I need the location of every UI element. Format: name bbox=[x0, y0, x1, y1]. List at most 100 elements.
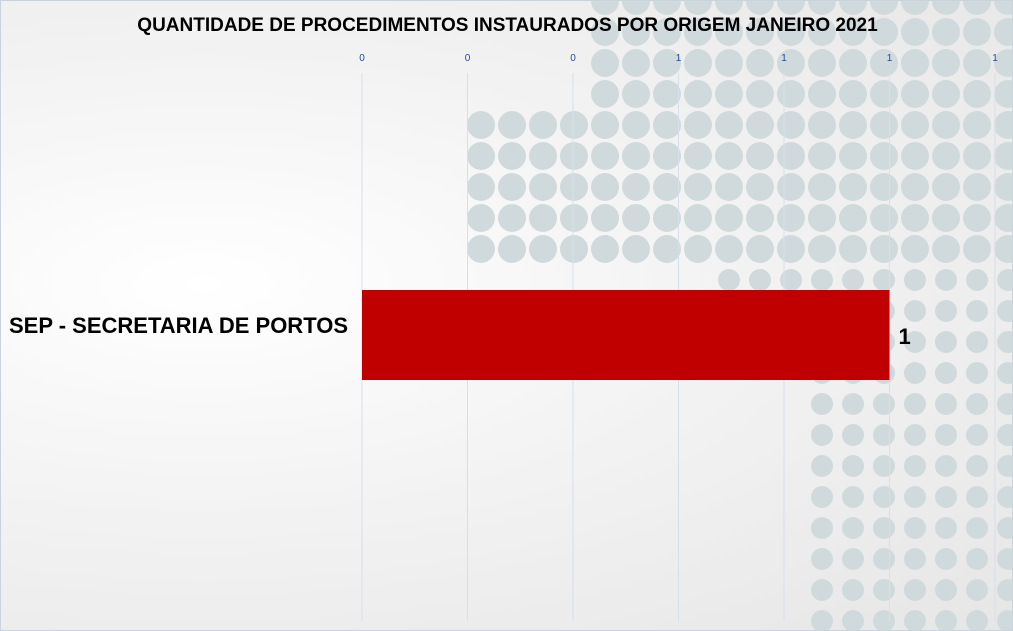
decor-dot bbox=[966, 579, 988, 601]
decor-dot bbox=[966, 424, 988, 446]
decor-dot bbox=[901, 142, 929, 170]
data-label: 1 bbox=[899, 324, 911, 349]
decor-dot bbox=[811, 579, 833, 601]
decor-dot bbox=[901, 1, 929, 15]
decor-dot bbox=[653, 142, 681, 170]
decor-dot bbox=[591, 142, 619, 170]
decor-dot bbox=[870, 204, 898, 232]
decor-dot bbox=[935, 362, 957, 384]
decor-dot bbox=[963, 80, 991, 108]
decor-dot bbox=[591, 173, 619, 201]
decor-dot bbox=[467, 111, 495, 139]
decor-dot bbox=[966, 269, 988, 291]
decor-dot bbox=[653, 204, 681, 232]
decor-dot bbox=[746, 80, 774, 108]
decor-dot bbox=[622, 18, 650, 46]
decor-dot bbox=[715, 111, 743, 139]
decor-dot bbox=[932, 1, 960, 15]
decor-dot bbox=[842, 610, 864, 630]
decor-dot bbox=[870, 18, 898, 46]
decor-dot bbox=[684, 49, 712, 77]
decor-dot bbox=[591, 80, 619, 108]
decor-dot bbox=[935, 610, 957, 630]
decor-dot bbox=[842, 486, 864, 508]
decor-dot bbox=[935, 548, 957, 570]
decor-dot bbox=[842, 393, 864, 415]
decor-dot bbox=[808, 142, 836, 170]
decor-dot bbox=[560, 142, 588, 170]
decor-dot bbox=[870, 235, 898, 263]
decor-dot bbox=[498, 204, 526, 232]
decor-dot bbox=[653, 80, 681, 108]
decor-dot bbox=[811, 610, 833, 630]
decor-dot bbox=[966, 610, 988, 630]
decor-dot bbox=[467, 235, 495, 263]
decor-dot bbox=[994, 204, 1012, 232]
decor-dot bbox=[994, 80, 1012, 108]
decor-dot bbox=[653, 235, 681, 263]
decor-dot bbox=[715, 18, 743, 46]
decor-dot bbox=[963, 111, 991, 139]
decor-dot bbox=[808, 49, 836, 77]
decor-dot bbox=[746, 49, 774, 77]
decor-dot bbox=[622, 235, 650, 263]
decor-dot bbox=[839, 80, 867, 108]
decor-dot bbox=[777, 18, 805, 46]
decor-dot bbox=[997, 517, 1012, 539]
decor-dot bbox=[901, 235, 929, 263]
decor-dot bbox=[467, 142, 495, 170]
decor-dot bbox=[966, 331, 988, 353]
decor-dot bbox=[966, 362, 988, 384]
decor-dot bbox=[963, 18, 991, 46]
decor-dot bbox=[935, 579, 957, 601]
decor-dot bbox=[653, 49, 681, 77]
decor-dot bbox=[997, 610, 1012, 630]
decor-dot bbox=[591, 111, 619, 139]
decor-dot bbox=[560, 173, 588, 201]
decor-dot bbox=[966, 455, 988, 477]
decor-dot bbox=[811, 486, 833, 508]
decor-dot bbox=[935, 455, 957, 477]
x-tick-label: 1 bbox=[676, 53, 682, 64]
decor-dot bbox=[467, 204, 495, 232]
decor-dot bbox=[715, 80, 743, 108]
decor-dot bbox=[870, 173, 898, 201]
decor-dot bbox=[715, 1, 743, 15]
decor-dot bbox=[932, 235, 960, 263]
decor-dot bbox=[839, 142, 867, 170]
decor-dot bbox=[842, 424, 864, 446]
decor-dot bbox=[529, 142, 557, 170]
decor-dot bbox=[997, 393, 1012, 415]
decor-dot bbox=[839, 18, 867, 46]
decor-dot bbox=[997, 548, 1012, 570]
decor-dot bbox=[715, 204, 743, 232]
decor-dot bbox=[904, 424, 926, 446]
decor-dot bbox=[808, 235, 836, 263]
decor-dot bbox=[994, 1, 1012, 15]
decor-dot bbox=[901, 111, 929, 139]
decor-dot bbox=[870, 1, 898, 15]
chart-title: QUANTIDADE DE PROCEDIMENTOS INSTAURADOS … bbox=[137, 15, 878, 36]
decor-dot bbox=[811, 548, 833, 570]
decor-dot bbox=[935, 517, 957, 539]
decor-dot bbox=[839, 1, 867, 15]
decor-dot bbox=[904, 331, 926, 353]
decor-dot bbox=[715, 173, 743, 201]
decor-dot bbox=[622, 80, 650, 108]
decor-dot bbox=[901, 173, 929, 201]
decor-dot bbox=[935, 393, 957, 415]
decor-dot bbox=[935, 269, 957, 291]
decor-dot bbox=[963, 173, 991, 201]
decor-dot bbox=[811, 455, 833, 477]
decor-dot bbox=[560, 204, 588, 232]
decor-dot bbox=[560, 235, 588, 263]
decor-dot bbox=[997, 331, 1012, 353]
decor-dot bbox=[901, 204, 929, 232]
decor-dot bbox=[842, 455, 864, 477]
decor-dot bbox=[591, 18, 619, 46]
decor-dot bbox=[498, 142, 526, 170]
x-tick-label: 1 bbox=[887, 53, 893, 64]
decor-dot bbox=[904, 455, 926, 477]
decor-dot bbox=[718, 269, 740, 291]
